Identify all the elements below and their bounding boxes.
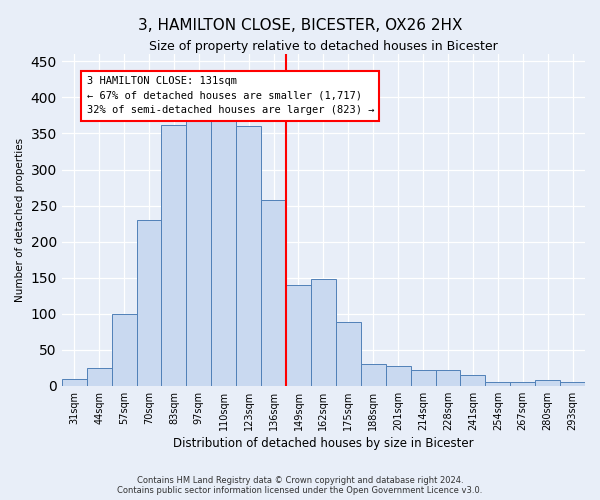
Title: Size of property relative to detached houses in Bicester: Size of property relative to detached ho…	[149, 40, 498, 53]
Bar	[161, 125, 187, 386]
Text: 3 HAMILTON CLOSE: 131sqm
← 67% of detached houses are smaller (1,717)
32% of sem: 3 HAMILTON CLOSE: 131sqm ← 67% of detach…	[87, 76, 374, 116]
Bar	[560, 382, 585, 386]
Bar	[211, 116, 236, 386]
Bar	[311, 279, 336, 386]
Text: Contains HM Land Registry data © Crown copyright and database right 2024.
Contai: Contains HM Land Registry data © Crown c…	[118, 476, 482, 495]
Bar	[386, 366, 410, 386]
Y-axis label: Number of detached properties: Number of detached properties	[15, 138, 25, 302]
Bar	[62, 378, 87, 386]
Bar	[286, 285, 311, 386]
Bar	[485, 382, 510, 386]
Bar	[460, 375, 485, 386]
Bar	[187, 118, 211, 386]
Bar	[535, 380, 560, 386]
Bar	[410, 370, 436, 386]
Bar	[112, 314, 137, 386]
X-axis label: Distribution of detached houses by size in Bicester: Distribution of detached houses by size …	[173, 437, 474, 450]
Bar	[336, 322, 361, 386]
Bar	[361, 364, 386, 386]
Bar	[436, 370, 460, 386]
Bar	[261, 200, 286, 386]
Bar	[236, 126, 261, 386]
Bar	[510, 382, 535, 386]
Text: 3, HAMILTON CLOSE, BICESTER, OX26 2HX: 3, HAMILTON CLOSE, BICESTER, OX26 2HX	[138, 18, 462, 32]
Bar	[137, 220, 161, 386]
Bar	[87, 368, 112, 386]
